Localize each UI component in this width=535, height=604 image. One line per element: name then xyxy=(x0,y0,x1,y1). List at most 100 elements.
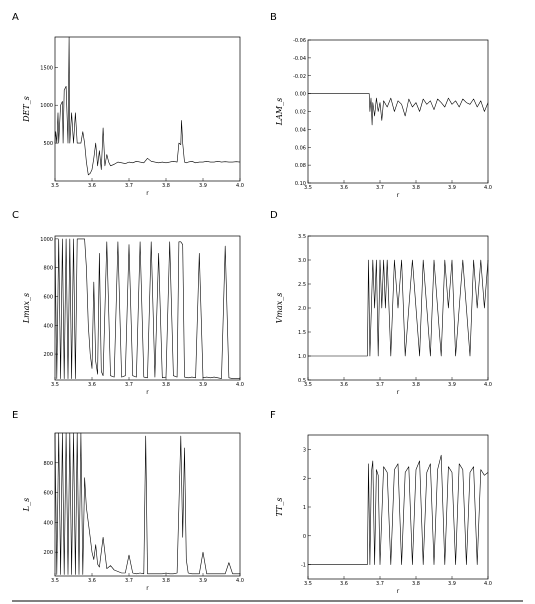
y-tick-label: 1.5 xyxy=(298,330,306,336)
panel-E: E 3.5 3.6 3.7 3.8 3.9 4.0 200 400 600 800 r L_s xyxy=(12,410,244,592)
x-tick-label: 3.8 xyxy=(412,185,420,191)
panel-B: B 3.5 3.6 3.7 3.8 3.9 4.0 -0.06 -0.04 -0.02 0.00 0.… xyxy=(270,12,492,199)
x-tick-label: 3.8 xyxy=(162,578,170,584)
y-tick-label: 400 xyxy=(43,520,53,526)
y-tick-label: 1 xyxy=(303,505,306,511)
x-tick-label: 3.7 xyxy=(376,581,384,587)
y-axis-label: L_s xyxy=(22,498,31,512)
series-line xyxy=(308,259,489,357)
y-tick-label: 200 xyxy=(43,550,53,556)
x-tick-label: 3.9 xyxy=(448,581,456,587)
y-tick-label: 0 xyxy=(303,534,306,540)
x-axis-label: r xyxy=(146,190,149,197)
x-tick-label: 3.7 xyxy=(376,185,384,191)
y-tick-label: 1.0 xyxy=(298,354,306,360)
panel-label: B xyxy=(270,12,277,23)
y-axis-label: Vmax_s xyxy=(275,293,284,324)
panel-A: A 3.5 3.6 3.7 3.8 3.9 4.0 500 1000 1500 r DET_s xyxy=(12,12,244,197)
x-tick-label: 4.0 xyxy=(484,185,492,191)
x-tick-label: 3.6 xyxy=(340,382,348,388)
series-line xyxy=(308,454,489,565)
panel-label: A xyxy=(12,12,19,23)
x-tick-label: 3.8 xyxy=(162,183,170,189)
y-tick-label: 0.02 xyxy=(295,110,306,116)
y-tick-label: 0.10 xyxy=(295,181,306,187)
x-tick-label: 3.9 xyxy=(199,183,207,189)
y-tick-label: 2 xyxy=(303,476,306,482)
x-tick-label: 3.6 xyxy=(88,382,96,388)
plot-frame xyxy=(307,434,489,580)
x-axis-label: r xyxy=(397,389,400,396)
x-tick-label: 3.5 xyxy=(304,382,312,388)
x-tick-label: 3.5 xyxy=(304,581,312,587)
x-tick-label: 3.6 xyxy=(340,581,348,587)
panel-label: F xyxy=(270,410,276,421)
panel-label: D xyxy=(270,210,278,221)
y-tick-label: 1500 xyxy=(40,65,53,71)
y-tick-label: -0.02 xyxy=(293,74,306,80)
x-axis-label: r xyxy=(397,192,400,199)
y-tick-label: 600 xyxy=(43,491,53,497)
y-tick-label: 3.5 xyxy=(298,234,306,240)
y-tick-label: 0.08 xyxy=(295,163,306,169)
x-tick-label: 3.6 xyxy=(88,183,96,189)
x-tick-label: 3.8 xyxy=(162,382,170,388)
series-line xyxy=(54,432,240,575)
panel-D: D 3.5 3.6 3.7 3.8 3.9 4.0 0.5 1.0 1.5 2.0 2.5 3.0 3.5… xyxy=(270,210,492,396)
y-tick-label: 800 xyxy=(43,461,53,467)
series-line xyxy=(308,93,489,126)
plot-frame xyxy=(307,39,489,184)
y-tick-label: 0.06 xyxy=(295,145,306,151)
y-tick-label: 0.00 xyxy=(295,92,306,98)
x-tick-label: 3.5 xyxy=(51,382,59,388)
x-tick-label: 3.7 xyxy=(125,382,133,388)
y-tick-label: -1 xyxy=(301,563,306,569)
x-tick-label: 4.0 xyxy=(236,578,244,584)
x-tick-label: 4.0 xyxy=(484,581,492,587)
x-tick-label: 3.8 xyxy=(412,382,420,388)
y-tick-label: 1000 xyxy=(40,103,53,109)
y-tick-label: 2.5 xyxy=(298,282,306,288)
y-axis-label: TT_s xyxy=(275,498,284,517)
x-tick-label: 3.5 xyxy=(51,183,59,189)
x-tick-label: 3.8 xyxy=(412,581,420,587)
y-tick-label: 1000 xyxy=(40,237,53,243)
panel-F: F 3.5 3.6 3.7 3.8 3.9 4.0 -1 0 1 2 3 r TT_s xyxy=(270,410,492,595)
panel-label: E xyxy=(12,410,18,421)
x-tick-label: 3.5 xyxy=(51,578,59,584)
panel-C: C 3.5 3.6 3.7 3.8 3.9 4.0 200 400 600 800 1000 r Lmax… xyxy=(12,210,244,396)
x-tick-label: 3.9 xyxy=(448,382,456,388)
x-tick-label: 3.6 xyxy=(88,578,96,584)
y-tick-label: 0.5 xyxy=(298,378,306,384)
y-tick-label: -0.04 xyxy=(293,56,306,62)
y-axis-label: Lmax_s xyxy=(22,293,31,324)
x-tick-label: 3.5 xyxy=(304,185,312,191)
y-axis-label: LAM_s xyxy=(275,98,284,126)
y-tick-label: 2.0 xyxy=(298,306,306,312)
y-tick-label: 800 xyxy=(43,266,53,272)
x-tick-label: 3.9 xyxy=(199,578,207,584)
y-tick-label: 3 xyxy=(303,447,306,453)
x-tick-label: 3.9 xyxy=(448,185,456,191)
y-tick-label: 500 xyxy=(43,141,53,147)
y-tick-label: -0.06 xyxy=(293,38,306,44)
y-tick-label: 400 xyxy=(43,323,53,329)
x-tick-label: 4.0 xyxy=(484,382,492,388)
x-tick-label: 3.7 xyxy=(376,382,384,388)
x-axis-label: r xyxy=(146,389,149,396)
y-tick-label: 3.0 xyxy=(298,258,306,264)
x-tick-label: 3.7 xyxy=(125,183,133,189)
panels-group: A 3.5 3.6 3.7 3.8 3.9 4.0 500 1000 1500 r DET_s B 3.5… xyxy=(12,12,492,595)
x-tick-label: 3.6 xyxy=(340,185,348,191)
x-tick-label: 4.0 xyxy=(236,183,244,189)
series-line xyxy=(54,238,240,379)
panel-label: C xyxy=(12,210,19,221)
y-tick-label: 0.04 xyxy=(295,127,306,133)
y-tick-label: 600 xyxy=(43,294,53,300)
x-tick-label: 3.9 xyxy=(199,382,207,388)
x-tick-label: 3.7 xyxy=(125,578,133,584)
y-tick-label: 200 xyxy=(43,352,53,358)
y-axis-label: DET_s xyxy=(22,96,31,123)
x-axis-label: r xyxy=(397,588,400,595)
